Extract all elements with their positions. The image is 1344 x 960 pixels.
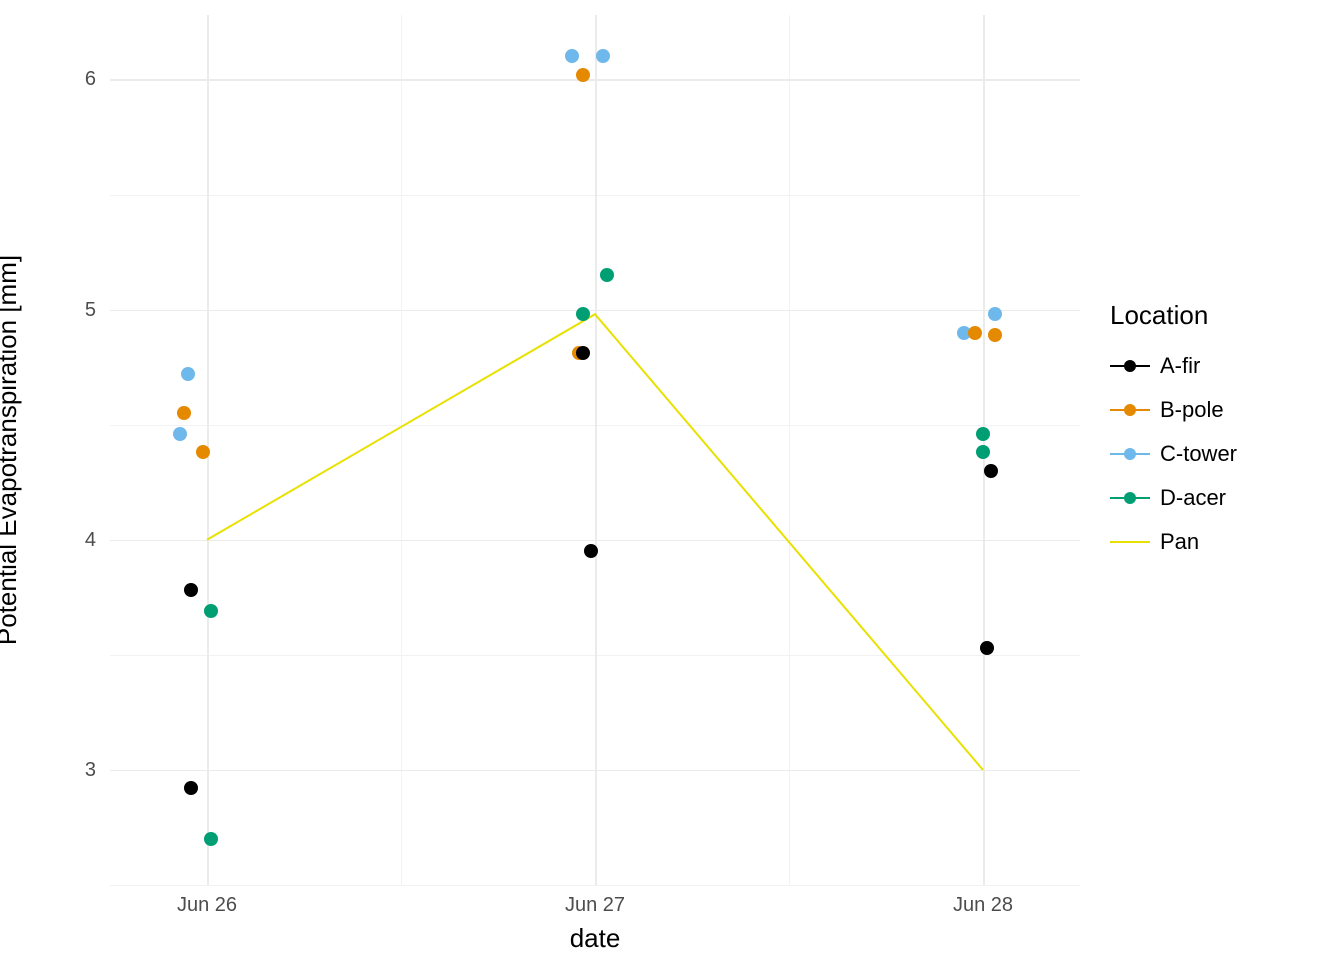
data-point [204,604,218,618]
legend-item: B-pole [1110,391,1237,429]
legend-label: Pan [1160,529,1199,555]
x-axis-title: date [570,925,621,951]
points-layer [110,15,1080,885]
legend-key-dot [1124,448,1136,460]
legend-key-dot [1124,404,1136,416]
y-tick-label: 3 [85,760,96,780]
legend-key [1110,394,1150,426]
legend-label: C-tower [1160,441,1237,467]
data-point [576,307,590,321]
legend-key-line [1110,541,1150,543]
data-point [968,326,982,340]
legend-key [1110,482,1150,514]
data-point [177,406,191,420]
data-point [976,445,990,459]
x-tick-label: Jun 26 [177,895,237,915]
data-point [988,307,1002,321]
y-axis-title: Potential Evapotranspiration [mm] [0,255,20,645]
data-point [184,583,198,597]
y-tick-label: 5 [85,300,96,320]
data-point [576,346,590,360]
x-tick-label: Jun 28 [953,895,1013,915]
data-point [576,68,590,82]
data-point [584,544,598,558]
legend-items: A-fir B-pole C-tower D-acer Pan [1110,347,1237,561]
grid-minor-h [110,885,1080,886]
data-point [196,445,210,459]
legend-label: D-acer [1160,485,1226,511]
legend-key-dot [1124,492,1136,504]
plot-panel [110,15,1080,885]
legend: Location A-fir B-pole C-tower D-acer Pan [1110,300,1237,567]
legend-key [1110,350,1150,382]
data-point [976,427,990,441]
chart-container: Jun 26 Jun 27 Jun 28 3 4 5 6 date Potential E… [0,0,1344,960]
data-point [988,328,1002,342]
data-point [184,781,198,795]
legend-label: B-pole [1160,397,1224,423]
legend-title: Location [1110,300,1237,331]
data-point [980,641,994,655]
legend-label: A-fir [1160,353,1200,379]
legend-key [1110,438,1150,470]
y-tick-label: 4 [85,530,96,550]
legend-item: A-fir [1110,347,1237,385]
legend-key-dot [1124,360,1136,372]
legend-item: C-tower [1110,435,1237,473]
data-point [596,49,610,63]
data-point [600,268,614,282]
data-point [984,464,998,478]
legend-key [1110,526,1150,558]
data-point [204,832,218,846]
x-tick-label: Jun 27 [565,895,625,915]
data-point [565,49,579,63]
data-point [181,367,195,381]
legend-item: Pan [1110,523,1237,561]
data-point [173,427,187,441]
y-tick-label: 6 [85,69,96,89]
legend-item: D-acer [1110,479,1237,517]
